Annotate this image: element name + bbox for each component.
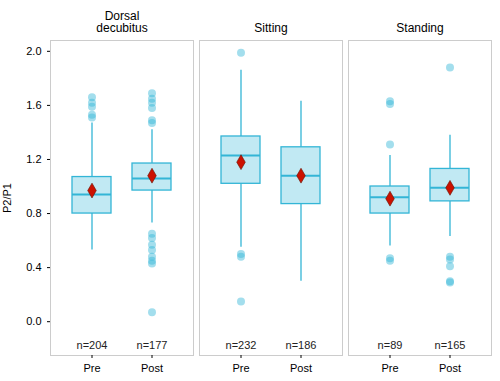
svg-text:0.8: 0.8 xyxy=(26,207,41,219)
svg-text:1.6: 1.6 xyxy=(26,99,41,111)
svg-text:Standing: Standing xyxy=(396,21,443,35)
svg-text:2.0: 2.0 xyxy=(26,45,41,57)
svg-text:Post: Post xyxy=(290,362,312,374)
svg-text:n=89: n=89 xyxy=(378,339,403,351)
svg-text:Post: Post xyxy=(141,362,163,374)
svg-text:Post: Post xyxy=(439,362,461,374)
svg-text:0.0: 0.0 xyxy=(26,315,41,327)
svg-text:Pre: Pre xyxy=(381,362,398,374)
svg-text:Dorsaldecubitus: Dorsaldecubitus xyxy=(96,9,147,35)
svg-text:n=186: n=186 xyxy=(286,339,317,351)
svg-text:Sitting: Sitting xyxy=(254,21,287,35)
svg-text:n=204: n=204 xyxy=(77,339,108,351)
svg-text:n=177: n=177 xyxy=(137,339,168,351)
svg-text:P2/P1: P2/P1 xyxy=(1,183,13,213)
svg-text:1.2: 1.2 xyxy=(26,153,41,165)
svg-text:n=232: n=232 xyxy=(226,339,257,351)
svg-text:Pre: Pre xyxy=(83,362,100,374)
svg-text:0.4: 0.4 xyxy=(26,261,41,273)
svg-text:n=165: n=165 xyxy=(435,339,466,351)
svg-text:Pre: Pre xyxy=(232,362,249,374)
